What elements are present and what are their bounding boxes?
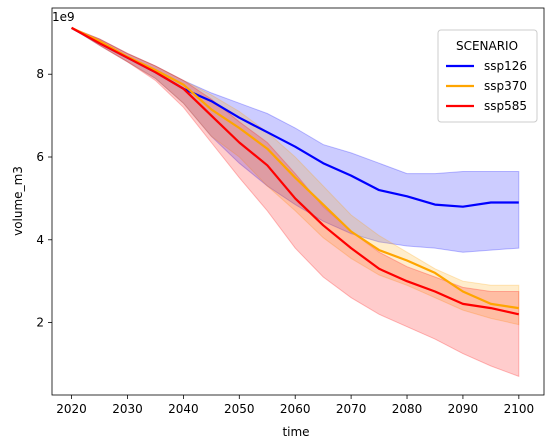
legend: SCENARIO ssp126 ssp370 ssp585 xyxy=(437,29,538,123)
y-tick-label: 6 xyxy=(36,150,44,164)
y-axis-label: volume_m3 xyxy=(11,166,25,236)
x-tick-label: 2090 xyxy=(448,402,479,416)
line-ssp370 xyxy=(71,26,519,310)
y-tick-label: 4 xyxy=(36,233,44,247)
x-tick-label: 2080 xyxy=(392,402,423,416)
legend-items: ssp126 ssp370 ssp585 xyxy=(446,59,527,113)
series-lines xyxy=(71,26,520,316)
x-axis: 2020 2030 2040 2050 2060 2070 2080 2090 2100 xyxy=(56,395,534,416)
plot-frame xyxy=(51,7,545,396)
line-ssp585 xyxy=(71,26,520,316)
y-scale-label: 1e9 xyxy=(52,10,75,24)
y-tick-label: 8 xyxy=(36,67,44,81)
x-tick-label: 2050 xyxy=(224,402,255,416)
legend-label-ssp370: ssp370 xyxy=(484,79,527,93)
legend-label-ssp126: ssp126 xyxy=(484,59,527,73)
x-tick-label: 2020 xyxy=(56,402,87,416)
x-tick-label: 2030 xyxy=(112,402,143,416)
legend-title: SCENARIO xyxy=(456,39,518,53)
y-tick-label: 2 xyxy=(36,316,44,330)
x-tick-label: 2100 xyxy=(504,402,535,416)
x-tick-label: 2070 xyxy=(336,402,367,416)
x-tick-label: 2040 xyxy=(168,402,199,416)
x-tick-label: 2060 xyxy=(280,402,311,416)
legend-box xyxy=(437,29,538,123)
x-axis-label: time xyxy=(282,425,309,439)
y-axis: 2 4 6 8 xyxy=(36,67,52,330)
legend-label-ssp585: ssp585 xyxy=(484,99,527,113)
